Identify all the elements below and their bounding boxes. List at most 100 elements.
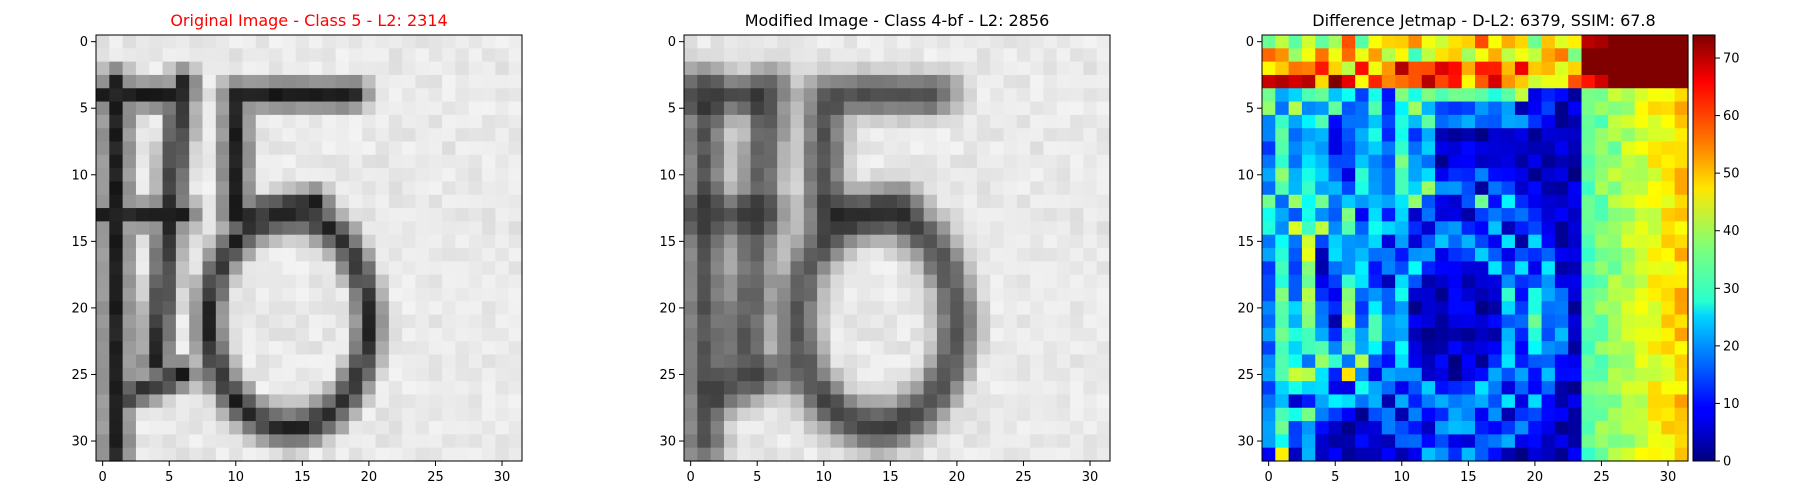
pixel-cell <box>1594 407 1609 422</box>
y-tick-label: 20 <box>659 301 676 316</box>
pixel-cell <box>362 101 377 116</box>
y-tick-label: 25 <box>1237 368 1254 383</box>
pixel-cell <box>1488 447 1503 462</box>
pixel-cell <box>255 301 270 316</box>
pixel-cell <box>362 88 377 103</box>
pixel-cell <box>348 354 363 369</box>
pixel-cell <box>1341 287 1356 302</box>
pixel-cell <box>1594 434 1609 449</box>
pixel-cell <box>189 194 204 209</box>
pixel-cell <box>843 221 858 236</box>
pixel-cell <box>963 74 978 89</box>
pixel-cell <box>790 35 805 49</box>
pixel-cell <box>282 381 297 396</box>
pixel-cell <box>684 35 698 49</box>
pixel-cell <box>229 141 244 156</box>
pixel-cell <box>1541 367 1556 382</box>
pixel-cell <box>1554 301 1569 316</box>
pixel-cell <box>1541 421 1556 435</box>
pixel-cell <box>790 141 805 156</box>
pixel-cell <box>202 114 217 129</box>
pixel-cell <box>1541 234 1556 249</box>
pixel-cell <box>1288 128 1303 143</box>
pixel-cell <box>215 141 230 156</box>
pixel-cell <box>1608 367 1623 382</box>
pixel-cell <box>1448 128 1463 143</box>
pixel-cell <box>1288 274 1303 289</box>
pixel-cell <box>229 208 244 222</box>
pixel-cell <box>1096 141 1111 156</box>
pixel-cell <box>1056 114 1071 129</box>
pixel-cell <box>1461 341 1476 356</box>
pixel-cell <box>1621 341 1636 356</box>
pixel-cell <box>976 274 991 289</box>
pixel-cell <box>1621 261 1636 276</box>
pixel-cell <box>468 327 483 342</box>
pixel-cell <box>1016 208 1031 222</box>
pixel-cell <box>910 381 925 396</box>
pixel-cell <box>1648 128 1662 143</box>
pixel-cell <box>402 114 417 129</box>
pixel-cell <box>1301 434 1316 449</box>
y-tick-label: 10 <box>71 168 88 183</box>
pixel-cell <box>790 234 805 249</box>
pixel-cell <box>1674 35 1689 49</box>
pixel-cell <box>322 447 337 462</box>
pixel-cell <box>162 194 177 209</box>
pixel-cell <box>1421 314 1436 329</box>
pixel-cell <box>1016 421 1031 435</box>
pixel-cell <box>1568 234 1583 249</box>
pixel-cell <box>362 394 377 409</box>
pixel-cell <box>1488 248 1503 262</box>
pixel-cell <box>322 287 337 302</box>
pixel-cell <box>1461 394 1476 409</box>
pixel-cell <box>1554 168 1569 183</box>
pixel-cell <box>482 367 496 382</box>
pixel-cell <box>897 61 911 76</box>
pixel-cell <box>723 314 738 329</box>
pixel-cell <box>1488 128 1503 143</box>
pixel-cell <box>388 394 403 409</box>
pixel-cell <box>1608 327 1623 342</box>
pixel-cell <box>1262 141 1276 156</box>
pixel-cell <box>870 287 885 302</box>
pixel-cell <box>1030 367 1045 382</box>
pixel-cell <box>1501 128 1516 143</box>
pixel-cell <box>830 61 845 76</box>
pixel-cell <box>1070 114 1084 129</box>
pixel-cell <box>1435 447 1449 462</box>
pixel-cell <box>255 88 270 103</box>
pixel-cell <box>468 48 483 63</box>
pixel-cell <box>1056 48 1071 63</box>
pixel-cell <box>750 101 765 116</box>
pixel-cell <box>1475 101 1489 116</box>
pixel-cell <box>950 234 965 249</box>
pixel-cell <box>189 327 204 342</box>
pixel-cell <box>763 48 778 63</box>
pixel-cell <box>362 248 377 262</box>
pixel-cell <box>1528 274 1543 289</box>
pixel-cell <box>1514 61 1529 76</box>
pixel-cell <box>1594 141 1609 156</box>
pixel-cell <box>1096 354 1111 369</box>
pixel-cell <box>1355 61 1370 76</box>
pixel-cell <box>1083 208 1098 222</box>
pixel-cell <box>135 287 150 302</box>
pixel-cell <box>1594 234 1609 249</box>
pixel-cell <box>1634 221 1649 236</box>
pixel-cell <box>1395 341 1410 356</box>
pixel-cell <box>428 421 443 435</box>
pixel-cell <box>508 74 523 89</box>
pixel-cell <box>1594 74 1609 89</box>
pixel-cell <box>1541 314 1556 329</box>
pixel-cell <box>1056 74 1071 89</box>
pixel-cell <box>1568 381 1583 396</box>
pixel-cell <box>335 35 350 49</box>
pixel-cell <box>1501 301 1516 316</box>
pixel-cell <box>175 301 190 316</box>
pixel-cell <box>803 168 818 183</box>
pixel-cell <box>1634 394 1649 409</box>
pixel-cell <box>388 367 403 382</box>
pixel-cell <box>1528 154 1543 169</box>
pixel-cell <box>162 141 177 156</box>
